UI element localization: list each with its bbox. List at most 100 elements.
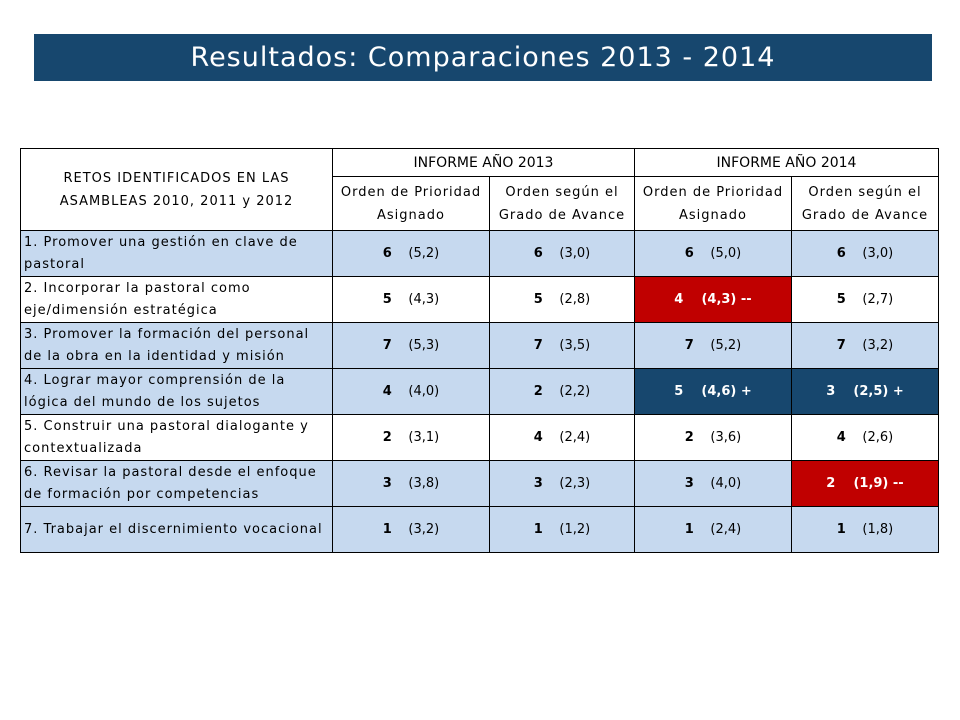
order-position: 7: [533, 338, 543, 353]
order-position: 6: [382, 246, 392, 261]
order-position: 4: [836, 430, 846, 445]
order-position: 2: [684, 430, 694, 445]
cell-prioridad-2013: 7 (5,3): [332, 322, 490, 369]
retos-header: RETOS IDENTIFICADOS EN LAS ASAMBLEAS 201…: [20, 148, 333, 231]
table-row: 6. Revisar la pastoral desde el enfoque …: [20, 460, 939, 507]
cell-avance-2014: 1 (1,8): [791, 506, 939, 553]
order-position: 5: [533, 292, 543, 307]
change-indicator: +: [736, 384, 752, 399]
change-indicator: +: [888, 384, 904, 399]
cell-prioridad-2013: 4 (4,0): [332, 368, 490, 415]
order-position: 3: [684, 476, 694, 491]
order-position: 2: [533, 384, 543, 399]
score-value: (1,2): [559, 522, 591, 537]
score-value: (1,9): [853, 476, 889, 491]
score-value: (2,2): [559, 384, 591, 399]
cell-gap: [543, 430, 560, 445]
score-value: (3,0): [862, 246, 894, 261]
order-position: 7: [684, 338, 694, 353]
reto-label: 7. Trabajar el discernimiento vocacional: [20, 506, 333, 553]
score-value: (5,3): [408, 338, 440, 353]
score-value: (4,3): [701, 292, 737, 307]
order-position: 6: [684, 246, 694, 261]
cell-gap: [392, 338, 409, 353]
cell-prioridad-2014: 6 (5,0): [634, 230, 792, 277]
table-row: 1. Promover una gestión en clave de past…: [20, 230, 939, 277]
cell-prioridad-2014: 5 (4,6) +: [634, 368, 792, 415]
change-indicator: --: [736, 292, 752, 307]
table-row: 7. Trabajar el discernimiento vocacional…: [20, 506, 939, 553]
order-position: 4: [533, 430, 543, 445]
slide-title: Resultados: Comparaciones 2013 - 2014: [34, 34, 932, 81]
subheader-prioridad-2013: Orden de Prioridad Asignado: [332, 176, 490, 231]
score-value: (4,0): [710, 476, 742, 491]
subheader-avance-2013: Orden según el Grado de Avance: [489, 176, 635, 231]
order-position: 2: [826, 476, 836, 491]
order-position: 7: [836, 338, 846, 353]
reto-label: 6. Revisar la pastoral desde el enfoque …: [20, 460, 333, 507]
cell-avance-2014: 5 (2,7): [791, 276, 939, 323]
cell-gap: [694, 430, 711, 445]
reto-label: 5. Construir una pastoral dialogante y c…: [20, 414, 333, 461]
order-position: 1: [382, 522, 392, 537]
order-position: 3: [382, 476, 392, 491]
cell-gap: [694, 522, 711, 537]
reto-label: 4. Lograr mayor comprensión de la lógica…: [20, 368, 333, 415]
score-value: (1,8): [862, 522, 894, 537]
cell-gap: [543, 384, 560, 399]
cell-avance-2014: 4 (2,6): [791, 414, 939, 461]
cell-gap: [392, 430, 409, 445]
cell-avance-2014: 2 (1,9) --: [791, 460, 939, 507]
score-value: (2,5): [853, 384, 889, 399]
cell-gap: [543, 476, 560, 491]
score-value: (2,3): [559, 476, 591, 491]
cell-gap: [846, 522, 863, 537]
score-value: (2,6): [862, 430, 894, 445]
cell-prioridad-2013: 6 (5,2): [332, 230, 490, 277]
order-position: 2: [382, 430, 392, 445]
cell-avance-2014: 3 (2,5) +: [791, 368, 939, 415]
order-position: 6: [836, 246, 846, 261]
score-value: (3,8): [408, 476, 440, 491]
cell-avance-2013: 1 (1,2): [489, 506, 635, 553]
score-value: (4,3): [408, 292, 440, 307]
score-value: (3,6): [710, 430, 742, 445]
cell-gap: [543, 292, 560, 307]
cell-gap: [543, 338, 560, 353]
order-position: 4: [674, 292, 684, 307]
score-value: (3,1): [408, 430, 440, 445]
cell-avance-2013: 3 (2,3): [489, 460, 635, 507]
header-row-subheaders: Orden de Prioridad Asignado Orden según …: [21, 176, 939, 231]
cell-gap: [543, 522, 560, 537]
change-indicator: --: [888, 476, 904, 491]
table-row: 5. Construir una pastoral dialogante y c…: [20, 414, 939, 461]
cell-avance-2013: 2 (2,2): [489, 368, 635, 415]
year-header-2013: INFORME AÑO 2013: [332, 148, 635, 177]
score-value: (5,2): [710, 338, 742, 353]
reto-label: 2. Incorporar la pastoral como eje/dimen…: [20, 276, 333, 323]
score-value: (2,8): [559, 292, 591, 307]
score-value: (2,4): [559, 430, 591, 445]
cell-gap: [846, 292, 863, 307]
cell-prioridad-2013: 5 (4,3): [332, 276, 490, 323]
order-position: 5: [382, 292, 392, 307]
cell-prioridad-2013: 1 (3,2): [332, 506, 490, 553]
order-position: 7: [382, 338, 392, 353]
table-row: 4. Lograr mayor comprensión de la lógica…: [20, 368, 939, 415]
cell-prioridad-2013: 2 (3,1): [332, 414, 490, 461]
reto-label: 1. Promover una gestión en clave de past…: [20, 230, 333, 277]
cell-avance-2014: 6 (3,0): [791, 230, 939, 277]
score-value: (2,4): [710, 522, 742, 537]
order-position: 5: [836, 292, 846, 307]
cell-gap: [694, 338, 711, 353]
cell-prioridad-2014: 2 (3,6): [634, 414, 792, 461]
score-value: (4,0): [408, 384, 440, 399]
score-value: (3,2): [408, 522, 440, 537]
cell-gap: [846, 338, 863, 353]
cell-gap: [683, 384, 701, 399]
cell-prioridad-2014: 7 (5,2): [634, 322, 792, 369]
cell-prioridad-2014: 3 (4,0): [634, 460, 792, 507]
cell-gap: [683, 292, 701, 307]
cell-gap: [392, 246, 409, 261]
cell-gap: [392, 384, 409, 399]
